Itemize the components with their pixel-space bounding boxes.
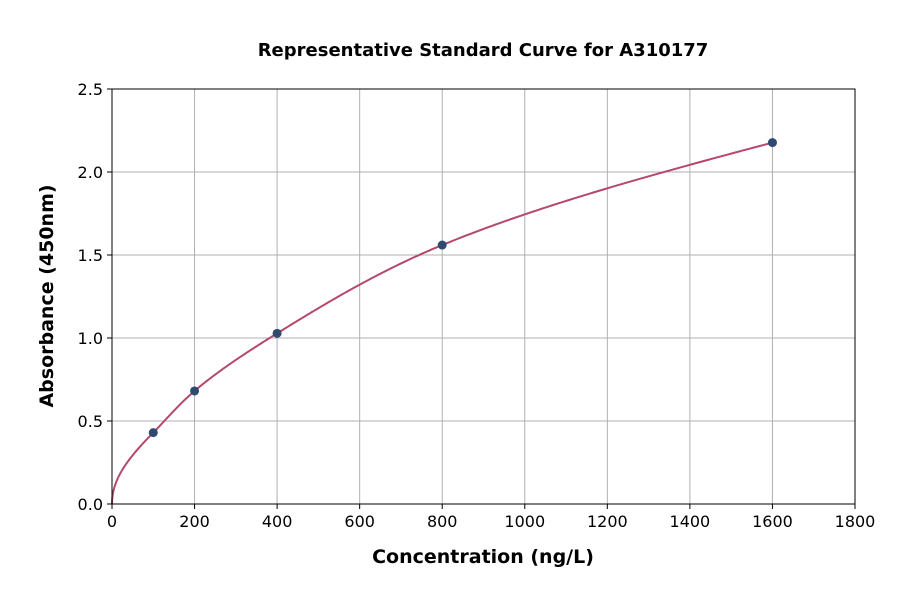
y-tick-label: 1.0: [78, 329, 103, 348]
x-tick-label: 600: [344, 512, 375, 531]
y-tick-label: 1.5: [78, 246, 103, 265]
data-point: [190, 386, 200, 396]
data-point: [437, 240, 447, 250]
data-point: [272, 328, 282, 338]
y-tick-label: 0.0: [78, 495, 103, 514]
data-point: [767, 138, 777, 148]
data-point: [148, 428, 158, 438]
x-tick-label: 1400: [670, 512, 711, 531]
y-axis-ticks: 0.0 0.5 1.0 1.5 2.0 2.5: [78, 80, 112, 514]
x-tick-label: 1200: [587, 512, 628, 531]
y-tick-label: 0.5: [78, 412, 103, 431]
y-tick-label: 2.0: [78, 163, 103, 182]
data-points: [148, 138, 777, 438]
x-tick-label: 1600: [752, 512, 793, 531]
x-tick-label: 1000: [504, 512, 545, 531]
y-tick-label: 2.5: [78, 80, 103, 99]
x-tick-label: 400: [262, 512, 293, 531]
x-axis-ticks: 0 200 400 600 800 1000 1200 1400 1600 1800: [107, 504, 875, 531]
plot-frame: [111, 88, 856, 505]
x-tick-label: 0: [107, 512, 117, 531]
y-axis-label: Absorbance (450nm): [36, 184, 58, 407]
x-tick-label: 800: [427, 512, 458, 531]
x-tick-label: 1800: [835, 512, 876, 531]
x-axis-label: Concentration (ng/L): [372, 546, 594, 568]
chart-title: Representative Standard Curve for A31017…: [258, 40, 709, 61]
x-tick-label: 200: [179, 512, 210, 531]
